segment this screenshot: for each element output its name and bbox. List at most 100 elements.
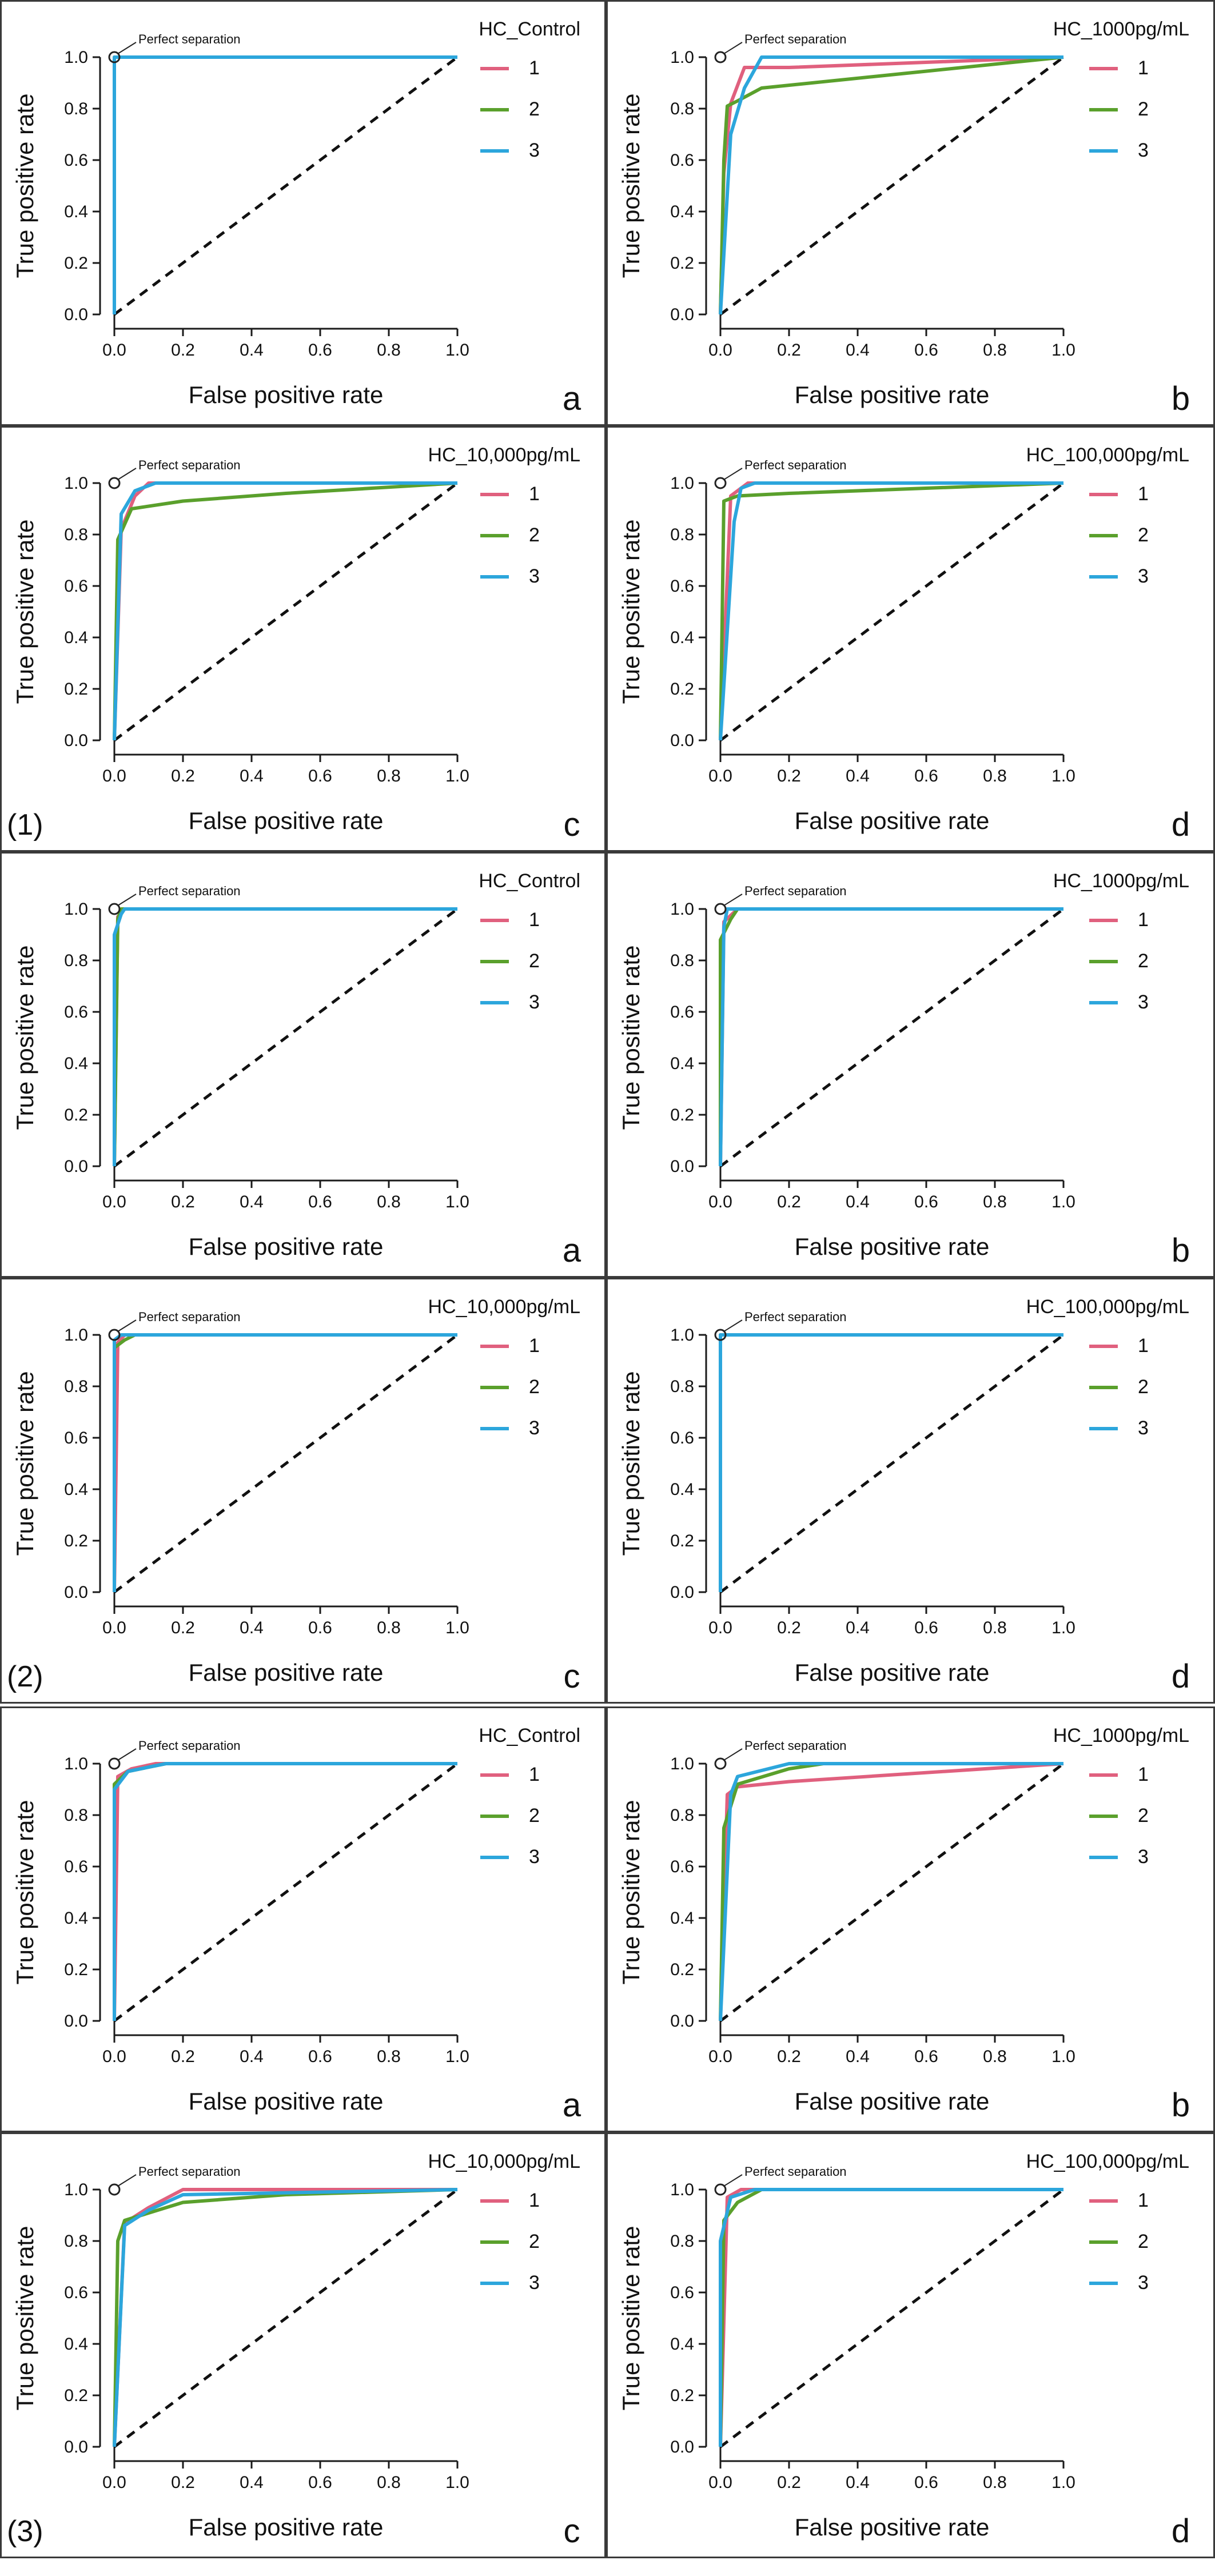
roc-panel-1b: 0.0 0.2 0.4 0.6 0.8 1.0 0.0 0.2 0.4 0.6 0.8 1.0 Fals…: [606, 0, 1215, 426]
x-tick-label: 0.4: [846, 341, 870, 360]
annotation-leader: [117, 42, 137, 54]
y-tick-label: 0.8: [64, 951, 88, 970]
legend-label-1: 1: [1138, 1335, 1149, 1357]
perfect-separation-label: Perfect separation: [744, 1310, 847, 1324]
roc-panel-2c: 0.0 0.2 0.4 0.6 0.8 1.0 0.0 0.2 0.4 0.6 0.8 1.0 Fals…: [0, 1278, 606, 1704]
x-tick-label: 0.2: [171, 767, 195, 785]
legend-title: HC_100,000pg/mL: [1026, 1296, 1189, 1318]
y-tick-label: 0.4: [670, 202, 694, 221]
legend-title: HC_10,000pg/mL: [428, 1296, 580, 1318]
y-tick-label: 0.2: [670, 1106, 694, 1124]
roc-curve-series-3: [719, 1333, 1063, 1592]
x-tick-label: 0.0: [102, 341, 126, 360]
x-tick-label: 0.6: [308, 767, 332, 785]
x-tick-label: 0.2: [777, 2047, 801, 2066]
x-tick-label: 0.0: [708, 341, 732, 360]
x-tick-label: 0.4: [846, 1193, 870, 1211]
y-tick-label: 1.0: [64, 474, 88, 493]
x-tick-label: 0.2: [171, 341, 195, 360]
y-tick-label: 0.6: [670, 2283, 694, 2302]
y-tick-label: 0.6: [670, 577, 694, 596]
legend-label-3: 3: [1138, 2272, 1149, 2294]
perfect-separation-marker: [108, 903, 121, 915]
x-tick-label: 0.8: [377, 1193, 401, 1211]
y-tick-label: 0.4: [64, 1480, 88, 1499]
roc-panel-3d: 0.0 0.2 0.4 0.6 0.8 1.0 0.0 0.2 0.4 0.6 0.8 1.0 Fals…: [606, 2132, 1215, 2558]
y-tick-label: 0.6: [670, 1429, 694, 1447]
legend-label-1: 1: [1138, 909, 1149, 931]
x-tick-label: 0.6: [914, 341, 938, 360]
chance-diagonal: [719, 908, 1065, 1167]
x-tick-label: 0.4: [240, 1193, 264, 1211]
legend-label-1: 1: [1138, 2190, 1149, 2211]
y-tick-label: 0.6: [64, 1003, 88, 1022]
legend-title: HC_10,000pg/mL: [428, 444, 580, 466]
x-tick-label: 0.8: [983, 1193, 1007, 1211]
x-axis-title: False positive rate: [189, 381, 384, 408]
annotation-leader: [723, 2174, 743, 2187]
y-tick-label: 0.8: [64, 2232, 88, 2251]
y-tick-label: 0.8: [670, 1806, 694, 1825]
x-tick-label: 0.2: [777, 1193, 801, 1211]
annotation-leader: [723, 42, 743, 54]
y-tick-label: 0.8: [64, 525, 88, 544]
legend-label-1: 1: [529, 57, 540, 79]
perfect-separation-marker: [108, 2183, 121, 2196]
x-tick-label: 1.0: [1051, 767, 1075, 785]
legend-label-2: 2: [529, 950, 540, 972]
x-tick-label: 0.4: [846, 1618, 870, 1637]
x-tick-label: 0.0: [708, 767, 732, 785]
legend-label-3: 3: [529, 2272, 540, 2294]
y-axis-title: True positive rate: [618, 2226, 644, 2411]
legend-label-2: 2: [529, 1376, 540, 1398]
x-tick-label: 0.8: [377, 1618, 401, 1637]
roc-curve-series-2: [719, 55, 1064, 315]
y-tick-label: 0.2: [670, 680, 694, 699]
perfect-separation-marker: [714, 51, 727, 63]
x-axis-title: False positive rate: [795, 2514, 990, 2541]
x-axis-title: False positive rate: [795, 2088, 990, 2115]
x-tick-label: 0.0: [708, 2473, 732, 2492]
y-tick-label: 0.0: [64, 2438, 88, 2457]
x-tick-label: 0.2: [777, 767, 801, 785]
x-tick-label: 0.0: [708, 2047, 732, 2066]
x-tick-label: 0.4: [240, 341, 264, 360]
perfect-separation-marker: [108, 1329, 121, 1341]
perfect-separation-label: Perfect separation: [138, 458, 241, 472]
chance-diagonal: [719, 1334, 1065, 1593]
y-tick-label: 1.0: [670, 1754, 694, 1773]
y-tick-label: 0.4: [64, 628, 88, 647]
x-tick-label: 0.2: [171, 2473, 195, 2492]
x-tick-label: 0.0: [102, 1193, 126, 1211]
panel-frame: [0, 1278, 606, 1704]
perfect-separation-marker: [714, 903, 727, 915]
y-tick-label: 0.0: [64, 1583, 88, 1602]
y-tick-label: 0.0: [64, 731, 88, 750]
y-tick-label: 0.6: [670, 1003, 694, 1022]
x-tick-label: 0.0: [708, 1193, 732, 1211]
x-tick-label: 0.4: [240, 767, 264, 785]
x-tick-label: 0.8: [377, 767, 401, 785]
panel-letter: c: [564, 1658, 580, 1695]
roc-curve-series-3: [719, 55, 1063, 315]
annotation-leader: [117, 2174, 137, 2187]
y-tick-label: 0.6: [64, 1429, 88, 1447]
roc-curve-series-3: [113, 55, 457, 314]
y-axis-title: True positive rate: [11, 1371, 38, 1556]
legend-title: HC_100,000pg/mL: [1026, 444, 1189, 466]
x-tick-label: 0.6: [308, 1618, 332, 1637]
panel-frame: [0, 2132, 606, 2558]
legend-label-3: 3: [529, 139, 540, 161]
group-label: (2): [7, 1660, 43, 1693]
perfect-separation-marker: [714, 477, 727, 489]
legend-title: HC_1000pg/mL: [1053, 870, 1189, 892]
perfect-separation-label: Perfect separation: [744, 2164, 847, 2179]
legend-title: HC_1000pg/mL: [1053, 1725, 1189, 1746]
y-tick-label: 0.0: [670, 731, 694, 750]
perfect-separation-marker: [108, 51, 121, 63]
perfect-separation-label: Perfect separation: [138, 884, 241, 898]
roc-curve-series-3: [719, 1762, 1063, 2021]
perfect-separation-label: Perfect separation: [138, 2164, 241, 2179]
perfect-separation-marker: [108, 1757, 121, 1770]
